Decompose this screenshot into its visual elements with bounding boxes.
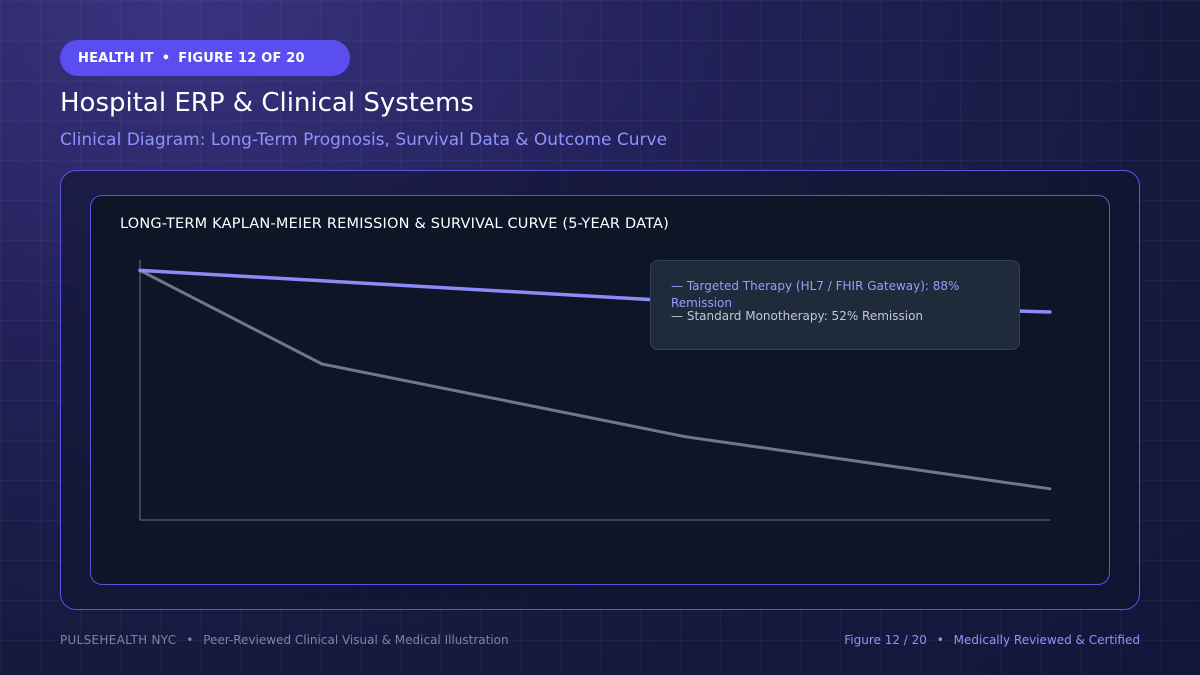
badge-separator: • bbox=[161, 50, 171, 66]
chart-axes bbox=[139, 260, 1050, 521]
page-subtitle: Clinical Diagram: Long-Term Prognosis, S… bbox=[60, 130, 668, 150]
footer-left: PULSEHEALTH NYC • Peer-Reviewed Clinical… bbox=[60, 633, 509, 647]
legend-item-standard-monotherapy: — Standard Monotherapy: 52% Remission bbox=[671, 308, 1019, 338]
footer-brand: PULSEHEALTH NYC bbox=[60, 633, 177, 647]
page-title: Hospital ERP & Clinical Systems bbox=[60, 88, 474, 118]
legend-dash-icon: — bbox=[671, 309, 683, 323]
category-badge: HEALTH IT • FIGURE 12 OF 20 bbox=[60, 40, 350, 76]
chart-legend: — Targeted Therapy (HL7 / FHIR Gateway):… bbox=[650, 260, 1020, 350]
badge-category: HEALTH IT bbox=[78, 50, 154, 66]
legend-dash-icon: — bbox=[671, 279, 683, 293]
footer-separator: • bbox=[936, 633, 944, 647]
legend-item-targeted-therapy: — Targeted Therapy (HL7 / FHIR Gateway):… bbox=[671, 278, 1019, 310]
footer-caption: Peer-Reviewed Clinical Visual & Medical … bbox=[203, 633, 509, 647]
footer-figure-ref: Figure 12 / 20 bbox=[844, 633, 927, 647]
chart-title: LONG-TERM KAPLAN-MEIER REMISSION & SURVI… bbox=[120, 216, 670, 232]
footer-certification: Medically Reviewed & Certified bbox=[953, 633, 1140, 647]
footer-right: Figure 12 / 20 • Medically Reviewed & Ce… bbox=[844, 633, 1140, 647]
legend-label-standard-monotherapy: Standard Monotherapy: 52% Remission bbox=[686, 309, 924, 323]
series-line-standard-monotherapy bbox=[138, 268, 1052, 491]
footer-separator: • bbox=[186, 633, 194, 647]
badge-figure: FIGURE 12 OF 20 bbox=[178, 50, 305, 66]
legend-label-targeted-therapy: Targeted Therapy (HL7 / FHIR Gateway): 8… bbox=[671, 279, 960, 310]
